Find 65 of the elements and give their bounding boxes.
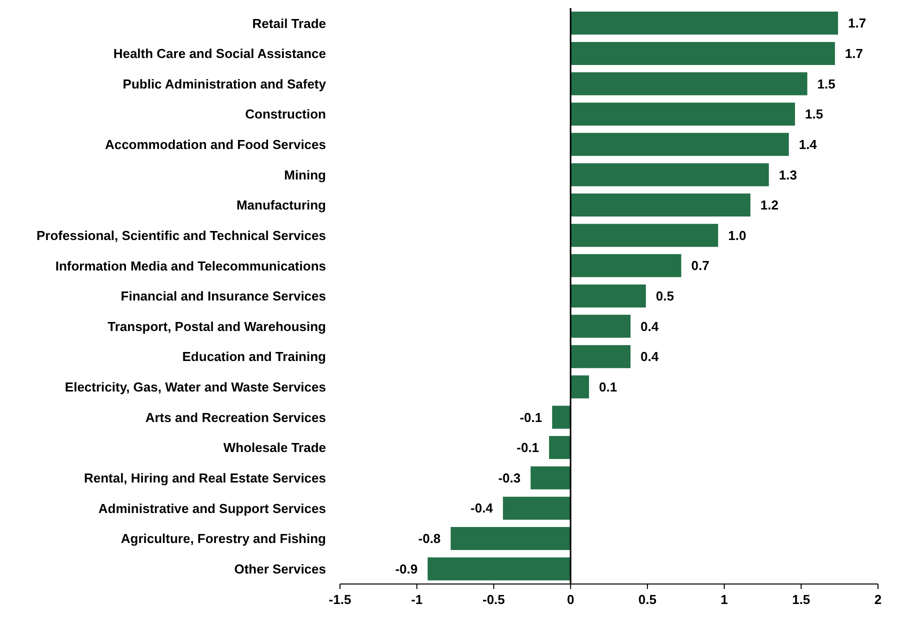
data-label: 1.5 [804, 106, 824, 122]
data-label: 1.7 [848, 16, 866, 31]
bar [570, 12, 838, 35]
bar [530, 466, 571, 490]
y-tick-label: Information Media and Telecommunications [55, 258, 326, 274]
x-tick-label: 0.5 [638, 592, 656, 608]
x-tick-label: 2 [874, 592, 882, 608]
y-tick-label: Electricity, Gas, Water and Waste Services [64, 380, 326, 395]
data-label: 0.7 [691, 258, 710, 274]
bar [502, 496, 571, 520]
data-label: -0.4 [470, 500, 494, 516]
bar [570, 163, 769, 186]
y-tick-label: Financial and Insurance Services [120, 288, 326, 304]
data-label: -0.9 [395, 561, 418, 576]
bar [570, 284, 646, 308]
y-tick-label: Accommodation and Food Services [104, 137, 326, 152]
y-tick-label: Agriculture, Forestry and Fishing [120, 531, 326, 546]
bar [450, 527, 571, 550]
y-tick-label: Administrative and Support Services [98, 500, 326, 516]
y-tick-label: Other Services [234, 561, 326, 576]
data-label: 0.1 [599, 379, 618, 394]
y-tick-label: Mining [284, 167, 326, 182]
bar [570, 102, 795, 126]
bar [570, 194, 750, 217]
x-tick-label: 1.5 [792, 592, 810, 608]
bar [570, 345, 631, 368]
y-tick-label: Retail Trade [252, 16, 326, 31]
y-tick-label: Rental, Hiring and Real Estate Services [84, 470, 326, 486]
x-tick-label: -1 [411, 592, 423, 608]
data-label: 1.0 [728, 228, 746, 243]
y-tick-label: Construction [245, 106, 326, 122]
x-tick-label: 0 [566, 592, 574, 608]
bar [570, 314, 631, 338]
y-tick-label: Arts and Recreation Services [145, 410, 326, 425]
data-label: 0.4 [640, 349, 660, 364]
bar [549, 436, 571, 460]
y-tick-label: Wholesale Trade [223, 440, 326, 456]
data-label: -0.1 [516, 440, 540, 456]
bar [428, 557, 571, 580]
bar [570, 224, 718, 247]
x-tick-label: -1.5 [328, 592, 352, 608]
data-label: -0.1 [520, 410, 542, 425]
bar [552, 406, 571, 429]
data-label: -0.8 [418, 531, 441, 546]
y-tick-label: Health Care and Social Assistance [113, 46, 326, 62]
data-label: 1.3 [778, 167, 797, 182]
data-label: 1.4 [798, 136, 818, 152]
bar [570, 254, 682, 278]
y-tick-label: Public Administration and Safety [122, 76, 327, 92]
bar [570, 375, 590, 398]
data-label: 0.4 [640, 318, 660, 334]
bar [570, 72, 808, 96]
y-tick-label: Education and Training [182, 349, 326, 364]
x-tick-label: 1 [720, 592, 728, 608]
data-label: -0.3 [498, 470, 521, 486]
data-label: 1.7 [844, 46, 864, 62]
data-label: 0.5 [656, 288, 674, 304]
data-label: 1.5 [817, 76, 836, 92]
bar [570, 42, 835, 65]
bar [570, 132, 789, 156]
y-tick-label: Transport, Postal and Warehousing [108, 318, 326, 334]
y-tick-label: Professional, Scientific and Technical Services [36, 228, 326, 243]
y-tick-label: Manufacturing [236, 198, 326, 213]
data-label: 1.2 [760, 198, 778, 213]
x-tick-label: -0.5 [482, 592, 505, 608]
